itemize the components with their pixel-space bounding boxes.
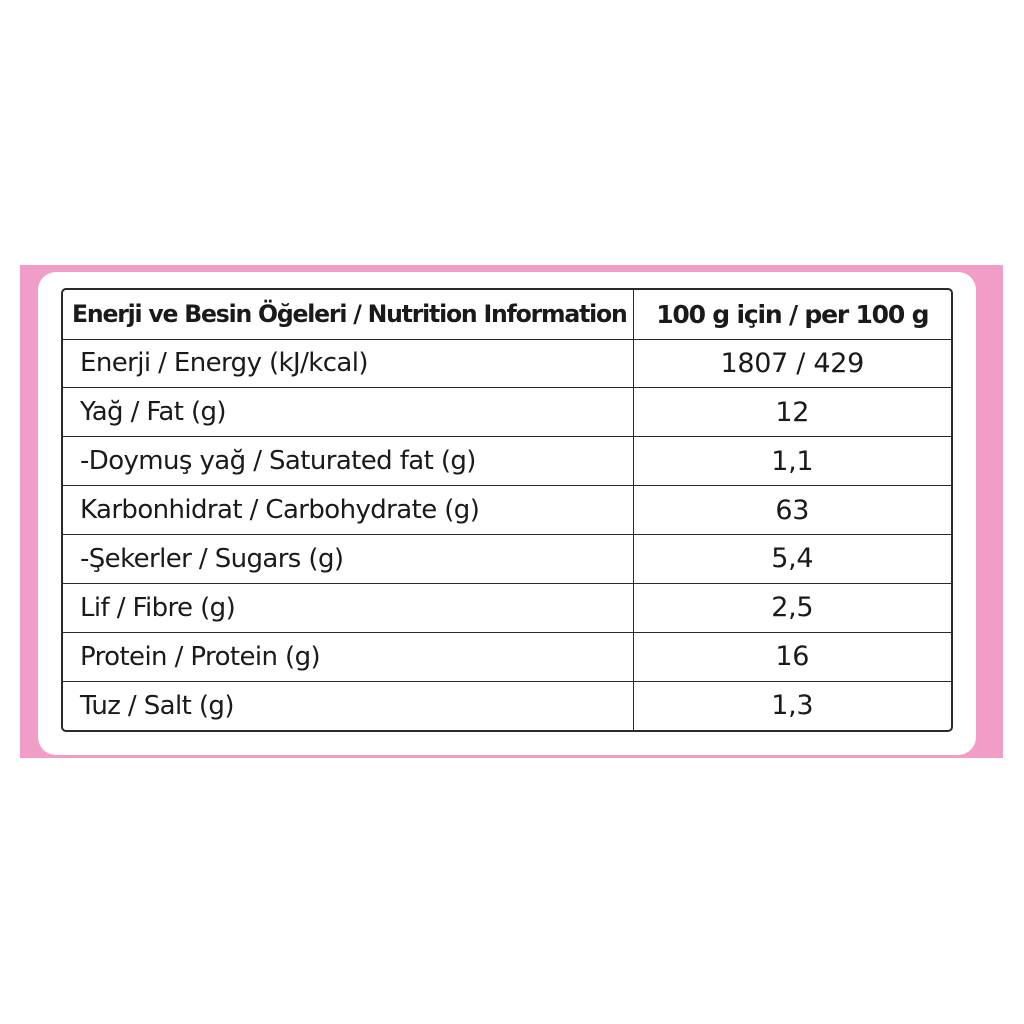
row-value-salt: 1,3 (632, 680, 951, 730)
row-value-sugars: 5,4 (632, 534, 951, 584)
table-row: Lif / Fibre (g) 2,5 (63, 582, 951, 633)
row-value-carbohydrate: 63 (632, 485, 951, 535)
table-row: -Şekerler / Sugars (g) 5,4 (63, 534, 951, 584)
nutrition-table: Enerji ve Besin Öğeleri / Nutrition Info… (63, 290, 951, 730)
table-row: Yağ / Fat (g) 12 (63, 387, 951, 438)
row-label-energy: Enerji / Energy (kJ/kcal) (63, 338, 634, 389)
row-label-carbohydrate: Karbonhidrat / Carbohydrate (g) (63, 485, 634, 535)
header-amount-column: 100 g için / per 100 g (632, 290, 951, 340)
row-label-fibre: Lif / Fibre (g) (63, 582, 634, 633)
row-value-fat: 12 (632, 387, 951, 438)
row-label-saturated-fat: -Doymuş yağ / Saturated fat (g) (63, 436, 634, 487)
table-row: Protein / Protein (g) 16 (63, 631, 951, 682)
table-row: Tuz / Salt (g) 1,3 (63, 680, 951, 730)
table-row: Enerji / Energy (kJ/kcal) 1807 / 429 (63, 338, 951, 389)
header-nutrient-column: Enerji ve Besin Öğeleri / Nutrition Info… (63, 290, 634, 340)
row-value-energy: 1807 / 429 (632, 338, 951, 389)
row-value-fibre: 2,5 (632, 582, 951, 633)
table-header-row: Enerji ve Besin Öğeleri / Nutrition Info… (63, 290, 951, 340)
row-label-sugars: -Şekerler / Sugars (g) (63, 534, 634, 584)
row-value-protein: 16 (632, 631, 951, 682)
table-row: Karbonhidrat / Carbohydrate (g) 63 (63, 485, 951, 535)
table-row: -Doymuş yağ / Saturated fat (g) 1,1 (63, 436, 951, 487)
row-label-protein: Protein / Protein (g) (63, 631, 634, 682)
row-label-salt: Tuz / Salt (g) (63, 680, 634, 730)
row-label-fat: Yağ / Fat (g) (63, 387, 634, 438)
nutrition-table-frame: Enerji ve Besin Öğeleri / Nutrition Info… (61, 288, 953, 732)
row-value-saturated-fat: 1,1 (632, 436, 951, 487)
